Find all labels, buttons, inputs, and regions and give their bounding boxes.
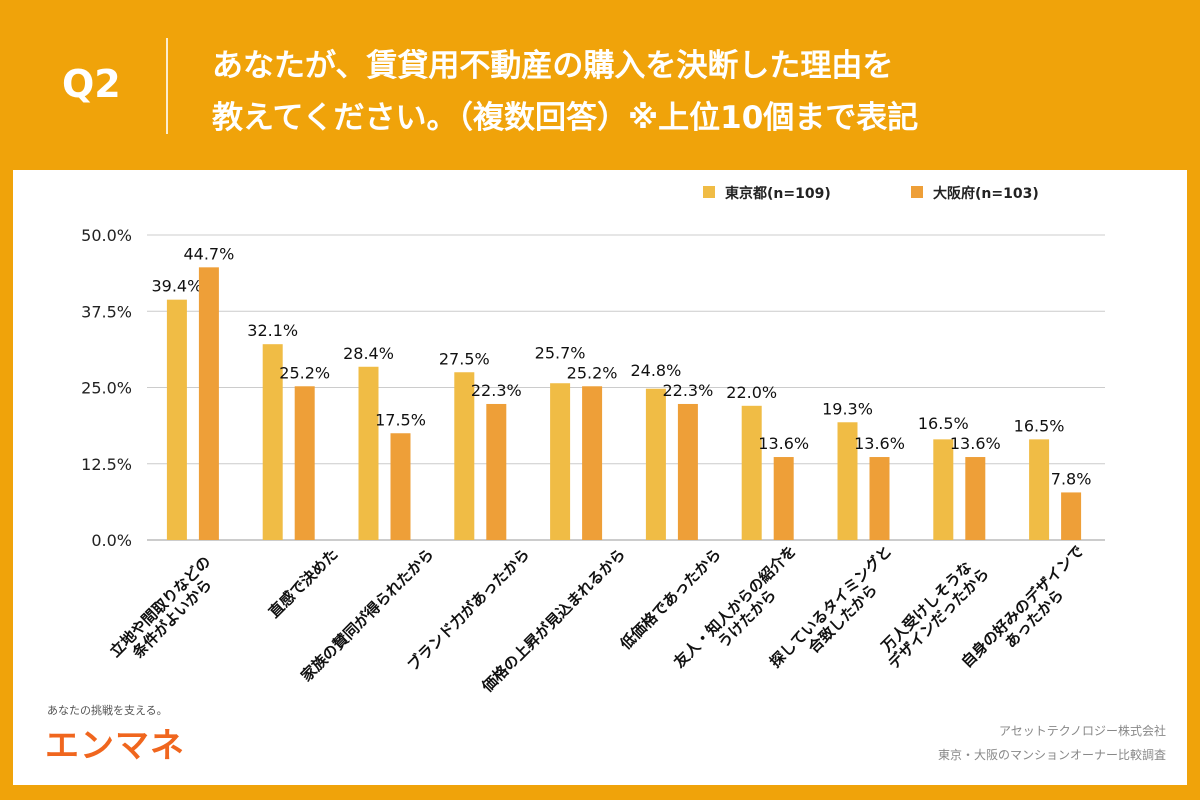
legend-label: 東京都(n=109)	[725, 185, 831, 202]
y-tick-label: 50.0%	[81, 226, 132, 245]
bar	[837, 422, 858, 540]
logo: エンマネ	[45, 726, 185, 766]
survey-credit: 東京・大阪のマンションオーナー比較調査	[937, 748, 1166, 762]
data-label: 27.5%	[439, 349, 490, 368]
x-tick-label: 直感で決めた	[265, 545, 341, 621]
bar	[869, 457, 890, 540]
data-label: 25.7%	[535, 343, 586, 362]
bar	[198, 267, 219, 540]
y-tick-label: 37.5%	[81, 302, 132, 321]
legend-swatch	[703, 186, 715, 198]
bar	[390, 433, 411, 540]
x-tick-label: 立地や間取りなどの条件がよいから	[106, 553, 226, 673]
data-label: 13.6%	[758, 434, 809, 453]
bar	[933, 439, 954, 540]
x-tick-label: 自身の好みのデザインであったから	[958, 542, 1099, 683]
question-number: Q2	[62, 62, 121, 106]
bar	[741, 405, 762, 540]
bar	[677, 403, 698, 540]
bar	[1061, 492, 1082, 540]
page-title: あなたが、賃貸用不動産の購入を決断した理由を 教えてください。（複数回答）※上位…	[212, 40, 918, 144]
legend-swatch	[911, 186, 923, 198]
data-label: 39.4%	[151, 277, 202, 296]
data-label: 17.5%	[375, 410, 426, 429]
bar	[1029, 439, 1050, 540]
bar	[166, 299, 187, 540]
y-tick-label: 12.5%	[81, 455, 132, 474]
data-label: 13.6%	[950, 434, 1001, 453]
divider	[166, 38, 168, 134]
data-label: 22.3%	[471, 381, 522, 400]
data-label: 7.8%	[1051, 469, 1092, 488]
y-tick-label: 25.0%	[81, 379, 132, 398]
company-credit: アセットテクノロジー株式会社	[998, 724, 1166, 738]
tagline: あなたの挑戦を支える。	[47, 704, 168, 717]
x-tick-label: 友人・知人からの紹介をうけたから	[670, 542, 811, 683]
bar	[358, 366, 379, 540]
title-line-1: あなたが、賃貸用不動産の購入を決断した理由を	[212, 48, 894, 84]
legend-label: 大阪府(n=103)	[933, 185, 1039, 202]
bar	[454, 372, 475, 540]
bar	[486, 403, 507, 540]
data-label: 25.2%	[567, 363, 618, 382]
title-line-2: 教えてください。（複数回答）※上位10個まで表記	[212, 100, 919, 136]
data-label: 16.5%	[918, 414, 969, 433]
data-label: 16.5%	[1014, 416, 1065, 435]
data-label: 25.2%	[279, 363, 330, 382]
data-label: 13.6%	[854, 434, 905, 453]
y-tick-label: 0.0%	[91, 531, 132, 550]
bar	[294, 386, 315, 540]
data-label: 24.8%	[630, 361, 681, 380]
data-label: 22.0%	[726, 383, 777, 402]
bar	[550, 383, 571, 540]
bar	[645, 388, 666, 540]
bar	[773, 457, 794, 540]
bar	[262, 344, 283, 540]
data-label: 32.1%	[247, 321, 298, 340]
bar	[965, 457, 986, 540]
data-label: 28.4%	[343, 344, 394, 363]
data-label: 22.3%	[662, 381, 713, 400]
bar	[582, 386, 603, 540]
data-label: 44.7%	[183, 244, 234, 263]
data-label: 19.3%	[822, 399, 873, 418]
